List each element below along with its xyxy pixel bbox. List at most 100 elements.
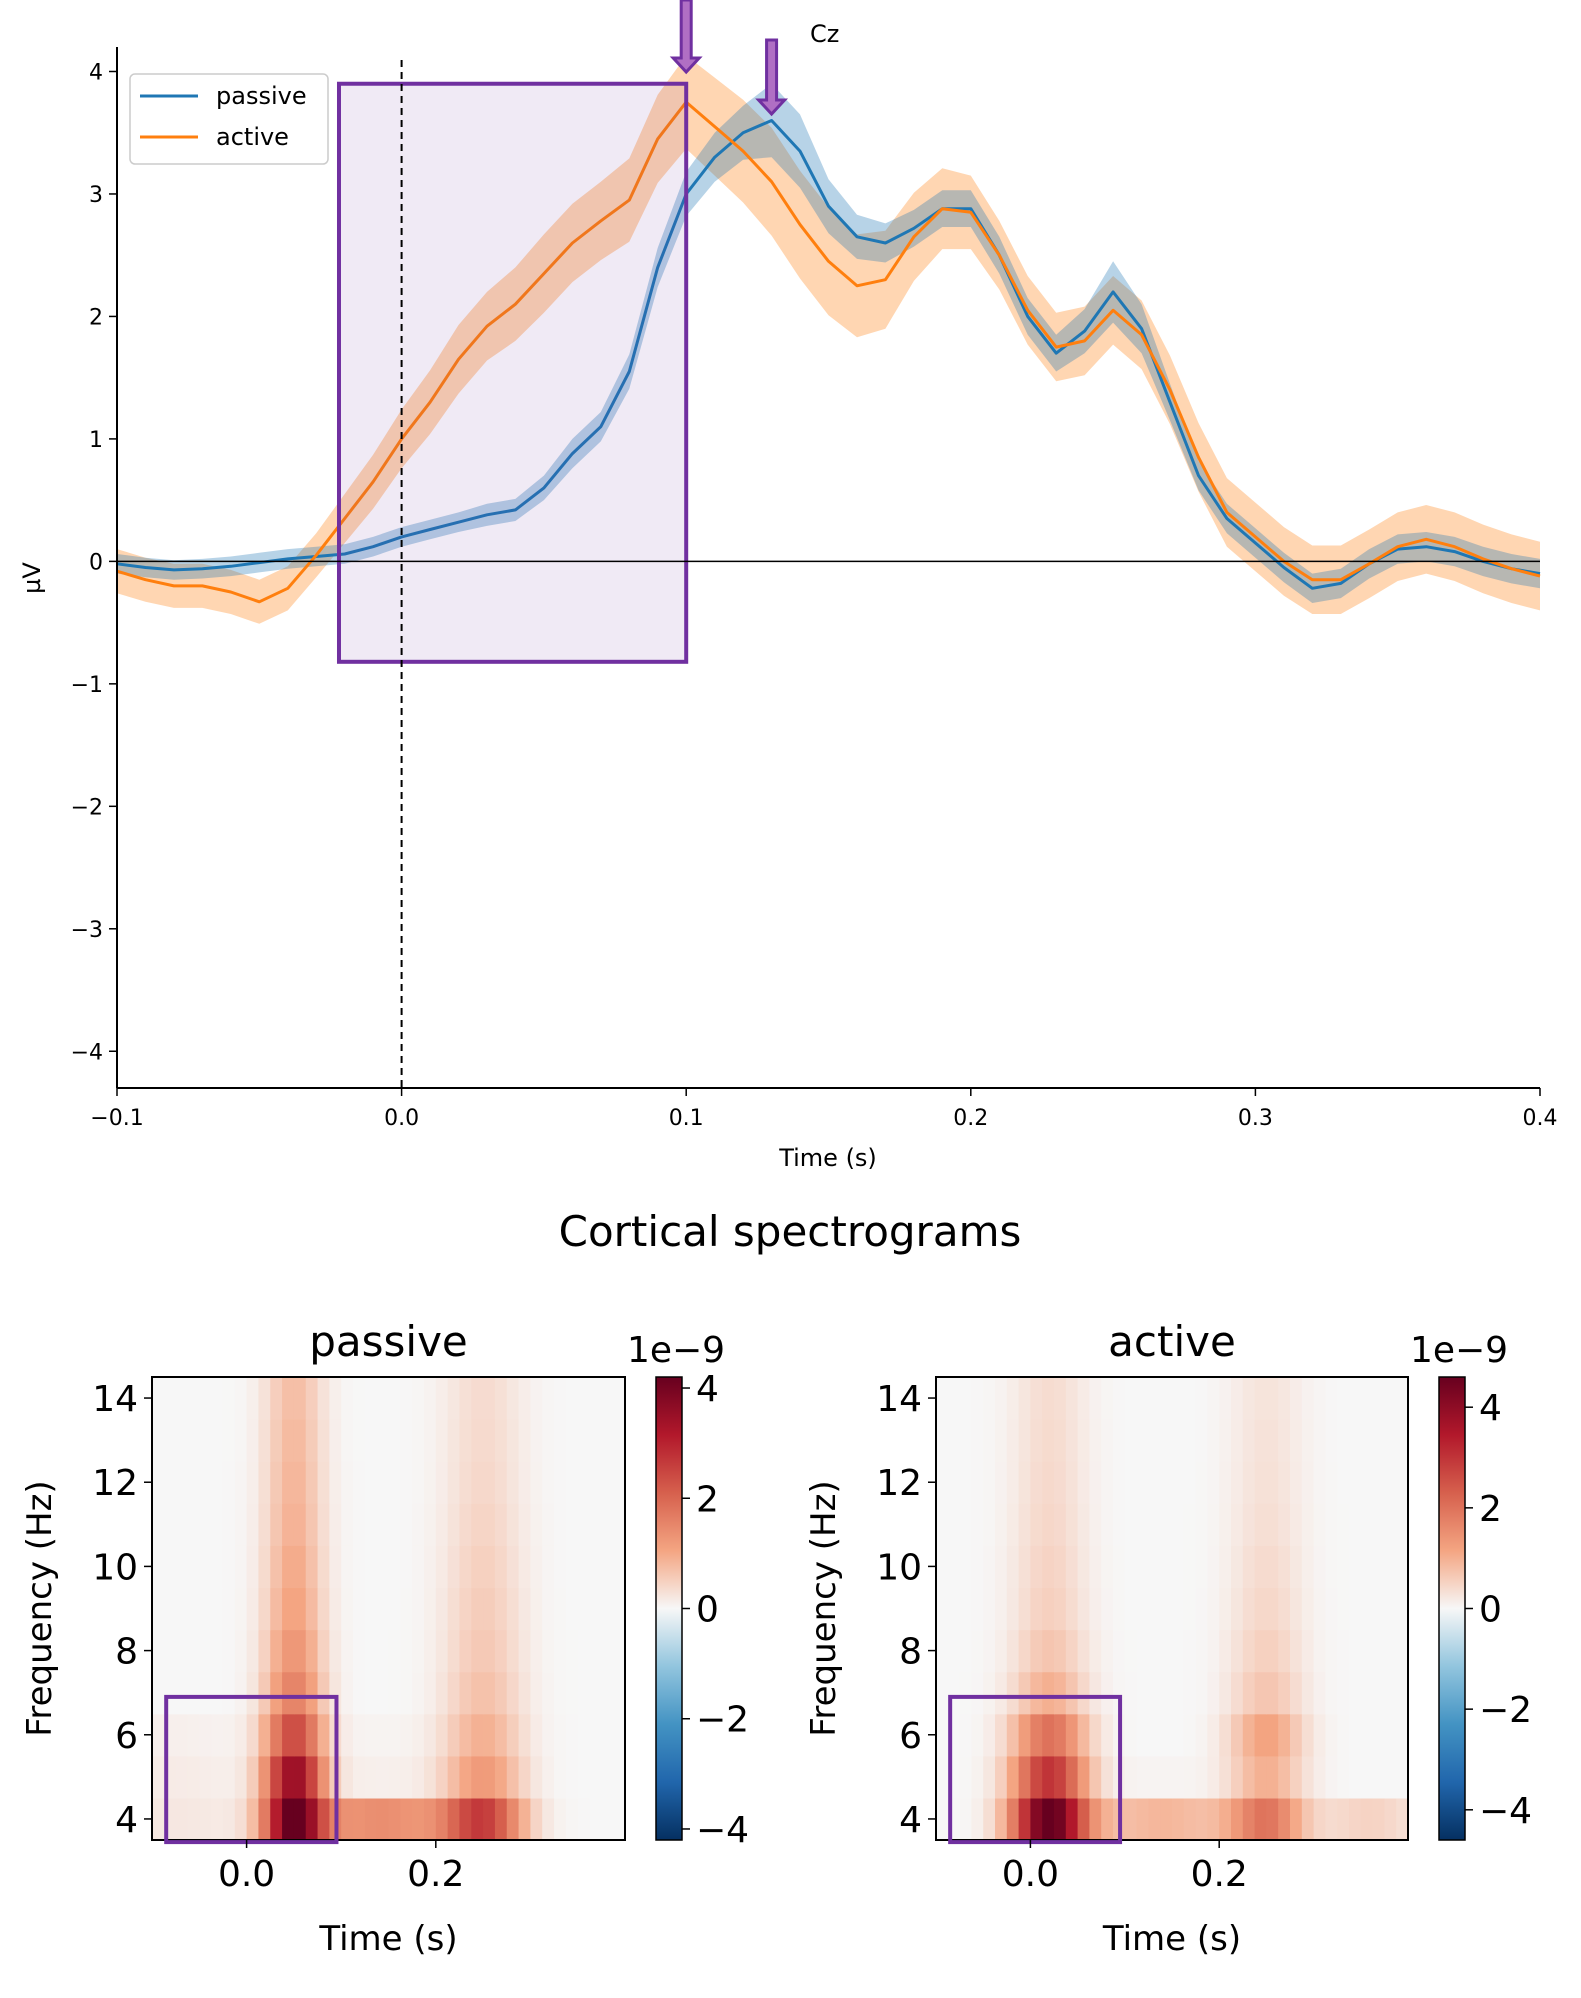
heatmap-cell bbox=[305, 1377, 319, 1420]
heatmap-cell bbox=[459, 1419, 472, 1462]
heatmap-cell bbox=[1313, 1503, 1326, 1546]
heatmap-cell bbox=[317, 1671, 330, 1715]
heatmap-cell bbox=[530, 1713, 543, 1757]
heatmap-cell bbox=[1290, 1629, 1303, 1673]
heatmap-cell bbox=[364, 1461, 378, 1504]
heatmap-cell bbox=[1006, 1671, 1020, 1715]
heatmap-cell bbox=[1372, 1629, 1385, 1673]
heatmap-cell bbox=[199, 1461, 212, 1504]
heatmap-cell bbox=[983, 1461, 996, 1504]
heatmap-cell bbox=[483, 1629, 496, 1673]
colorbar-offset-label: 1e−9 bbox=[1410, 1330, 1508, 1371]
x-tick-label: 0.0 bbox=[1002, 1854, 1059, 1895]
heatmap-cell bbox=[353, 1587, 366, 1631]
heatmap-cell bbox=[1148, 1587, 1161, 1631]
heatmap-cell bbox=[258, 1461, 271, 1504]
heatmap-cell bbox=[542, 1587, 555, 1631]
heatmap-cell bbox=[494, 1797, 508, 1841]
heatmap-cell bbox=[494, 1461, 508, 1504]
heatmap-cell bbox=[506, 1503, 520, 1546]
heatmap-cell bbox=[1136, 1797, 1149, 1841]
heatmap-cell bbox=[353, 1797, 366, 1841]
y-tick-label: −2 bbox=[71, 795, 103, 820]
heatmap-cell bbox=[1136, 1629, 1149, 1673]
heatmap-cell bbox=[995, 1713, 1008, 1757]
heatmap-cell bbox=[1136, 1503, 1149, 1546]
heatmap-cell bbox=[577, 1755, 591, 1799]
heatmap-cell bbox=[947, 1545, 961, 1589]
heatmap-cell bbox=[1077, 1755, 1090, 1799]
heatmap-cell bbox=[1396, 1545, 1409, 1589]
heatmap-cell bbox=[1360, 1755, 1374, 1799]
heatmap-cell bbox=[1278, 1797, 1291, 1841]
heatmap-cell bbox=[471, 1503, 484, 1546]
heatmap-cell bbox=[317, 1419, 330, 1462]
heatmap-cell bbox=[1054, 1713, 1067, 1757]
y-tick-label: 12 bbox=[876, 1463, 922, 1504]
heatmap-cell bbox=[1290, 1713, 1303, 1757]
heatmap-cell bbox=[1290, 1545, 1303, 1589]
heatmap-cell bbox=[388, 1671, 401, 1715]
heatmap-cell bbox=[1266, 1629, 1279, 1673]
heatmap-cell bbox=[589, 1587, 602, 1631]
heatmap-cell bbox=[423, 1797, 437, 1841]
heatmap-cell bbox=[1160, 1377, 1173, 1420]
heatmap-cell bbox=[435, 1545, 449, 1589]
heatmap-cell bbox=[187, 1461, 200, 1504]
heatmap-cell bbox=[282, 1377, 295, 1420]
heatmap-cell bbox=[1325, 1545, 1338, 1589]
heatmap-cell bbox=[1337, 1713, 1350, 1757]
heatmap-cell bbox=[459, 1377, 472, 1420]
heatmap-cell bbox=[1172, 1797, 1185, 1841]
heatmap-cell bbox=[1101, 1671, 1114, 1715]
heatmap-cell bbox=[329, 1503, 342, 1546]
heatmap-cell bbox=[1006, 1797, 1020, 1841]
heatmap-cell bbox=[270, 1671, 283, 1715]
heatmap-cell bbox=[471, 1671, 484, 1715]
heatmap-cell bbox=[1113, 1671, 1126, 1715]
heatmap-cell bbox=[1148, 1377, 1161, 1420]
ci-band-active bbox=[117, 55, 1540, 624]
heatmap-cell bbox=[222, 1545, 236, 1589]
heatmap-cell bbox=[1396, 1377, 1409, 1420]
heatmap-cell bbox=[1042, 1587, 1055, 1631]
heatmap-cell bbox=[459, 1713, 472, 1757]
heatmap-cell bbox=[400, 1629, 413, 1673]
legend: passive active bbox=[129, 73, 329, 165]
heatmap-cell bbox=[959, 1545, 972, 1589]
heatmap-cell bbox=[412, 1461, 425, 1504]
heatmap-cell bbox=[1349, 1587, 1362, 1631]
heatmap-cell bbox=[1160, 1629, 1173, 1673]
heatmap-cell bbox=[222, 1629, 236, 1673]
heatmap-cell bbox=[1148, 1755, 1161, 1799]
heatmap-cell bbox=[530, 1419, 543, 1462]
heatmap-cell bbox=[613, 1419, 626, 1462]
heatmap-cell bbox=[1219, 1713, 1232, 1757]
heatmap-cell bbox=[423, 1503, 437, 1546]
heatmap-cell bbox=[494, 1545, 508, 1589]
heatmap-cell bbox=[483, 1587, 496, 1631]
heatmap-cell bbox=[1018, 1671, 1031, 1715]
heatmap-cell bbox=[1124, 1545, 1138, 1589]
heatmap-cell bbox=[305, 1671, 319, 1715]
heatmap-cell bbox=[175, 1755, 189, 1799]
heatmap-cell bbox=[447, 1377, 461, 1420]
heatmap-cell bbox=[1242, 1503, 1256, 1546]
heatmap-cell bbox=[936, 1545, 949, 1589]
colorbar-tick-label: 4 bbox=[1479, 1388, 1502, 1429]
heatmap-cell bbox=[353, 1671, 366, 1715]
heatmap-cell bbox=[282, 1461, 295, 1504]
heatmap-cell bbox=[971, 1503, 984, 1546]
heatmap-cell bbox=[293, 1419, 307, 1462]
heatmap-cell bbox=[175, 1461, 189, 1504]
heatmap-cell bbox=[1030, 1461, 1043, 1504]
heatmap-cell bbox=[1254, 1797, 1267, 1841]
heatmap-cell bbox=[577, 1713, 591, 1757]
heatmap-cell bbox=[1183, 1797, 1197, 1841]
heatmap-cell bbox=[1372, 1671, 1385, 1715]
heatmap-cell bbox=[1101, 1545, 1114, 1589]
heatmap-cell bbox=[471, 1545, 484, 1589]
heatmap-cell bbox=[1207, 1629, 1220, 1673]
heatmap-cell bbox=[1065, 1587, 1079, 1631]
